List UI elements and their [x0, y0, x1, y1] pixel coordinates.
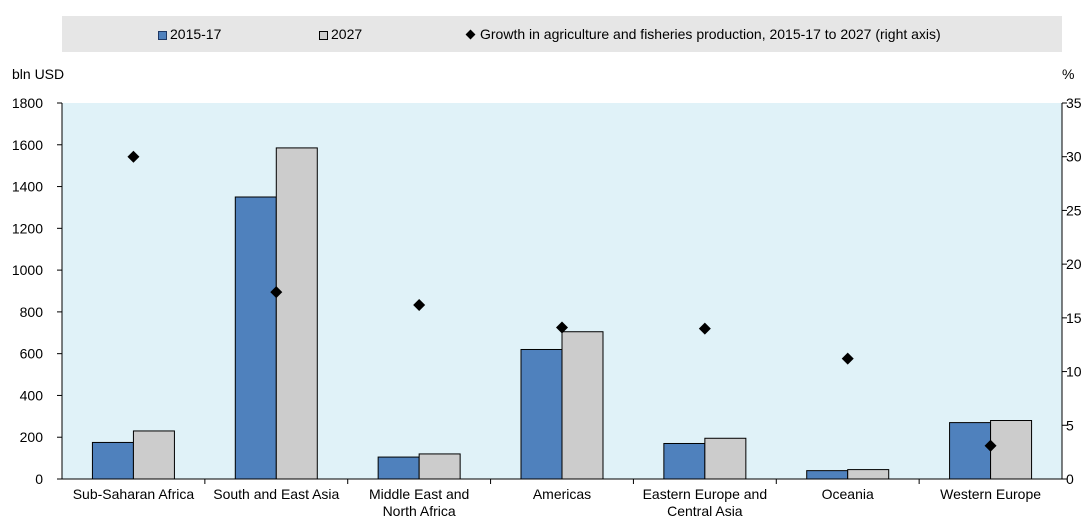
- bar-2027: [561, 331, 604, 480]
- x-axis-category-label-line: Sub-Saharan Africa: [73, 486, 195, 502]
- x-axis-category-label: Americas: [533, 486, 591, 502]
- bar-2015-17: [520, 348, 563, 480]
- legend-item-2027: 2027: [319, 16, 362, 52]
- left-axis-tick-label: 1600: [12, 137, 43, 153]
- bar-2015-17: [663, 442, 706, 480]
- x-axis-category-label: Middle East and North Africa: [369, 486, 469, 518]
- growth-point: [270, 286, 283, 299]
- legend-item-growth: Growth in agriculture and fisheries prod…: [465, 16, 941, 52]
- legend-item-2015-17: 2015-17: [158, 16, 221, 52]
- bar-2015-17: [949, 422, 992, 480]
- right-axis-tick-label: 30: [1066, 149, 1082, 165]
- bar-2027: [132, 430, 175, 480]
- right-axis-tick-label: 25: [1066, 202, 1082, 218]
- left-axis-tick-label: 1200: [12, 220, 43, 236]
- growth-point: [127, 150, 140, 163]
- bar-2015-17: [377, 456, 420, 480]
- bar-2027: [418, 453, 461, 480]
- right-axis-tick-label: 5: [1066, 417, 1074, 433]
- growth-point: [841, 352, 854, 365]
- right-axis-tick-label: 15: [1066, 310, 1082, 326]
- right-axis-tick-label: 35: [1066, 95, 1082, 111]
- x-axis-category-label-line: North Africa: [383, 503, 456, 518]
- x-axis-category-label: Eastern Europe and Central Asia: [643, 486, 768, 518]
- x-axis-category-label-line: Middle East and: [369, 486, 469, 502]
- left-axis-tick-label: 1000: [12, 262, 43, 278]
- right-axis-unit: %: [1062, 66, 1075, 82]
- bar-2015-17: [806, 470, 849, 480]
- right-axis-tick-label: 10: [1066, 364, 1082, 380]
- left-axis-tick-label: 600: [20, 346, 44, 362]
- x-axis-category-label-line: Americas: [533, 486, 591, 502]
- growth-point: [556, 321, 568, 334]
- x-axis-category-label: Western Europe: [940, 486, 1041, 502]
- bar-2027: [847, 469, 890, 480]
- legend-label: 2015-17: [170, 26, 222, 42]
- bar-2015-17: [91, 441, 134, 480]
- legend-label: Growth in agriculture and fisheries prod…: [480, 26, 941, 42]
- growth-point: [413, 298, 426, 311]
- legend-label: 2027: [331, 26, 363, 42]
- x-axis-category-label-line: Central Asia: [667, 503, 743, 518]
- growth-point: [698, 322, 711, 335]
- bar-2015-17: [234, 196, 277, 480]
- right-axis-tick-label: 0: [1066, 471, 1074, 487]
- left-axis-tick-label: 800: [20, 304, 44, 320]
- x-axis-category-label-line: Oceania: [822, 486, 874, 502]
- left-axis-unit: bln USD: [12, 66, 65, 82]
- x-axis-category-label: Oceania: [822, 486, 874, 502]
- left-axis-tick-label: 1400: [12, 179, 43, 195]
- x-axis-category-label-line: Western Europe: [940, 486, 1041, 502]
- legend-swatch-blue: [158, 31, 167, 40]
- right-axis-tick-label: 20: [1066, 256, 1082, 272]
- left-axis-tick-label: 400: [20, 387, 44, 403]
- x-axis-category-label-line: South and East Asia: [213, 486, 339, 502]
- x-axis-category-label: Sub-Saharan Africa: [73, 486, 195, 502]
- x-axis-category-label-line: Eastern Europe and: [643, 486, 768, 502]
- left-axis-tick-label: 200: [20, 429, 44, 445]
- growth-point: [984, 439, 997, 452]
- left-axis-tick-label: 1800: [12, 95, 43, 111]
- left-axis-tick-label: 0: [35, 471, 43, 487]
- x-axis-category-label: South and East Asia: [213, 486, 339, 502]
- bar-2027: [990, 420, 1033, 480]
- bar-2027: [275, 147, 318, 480]
- bar-2027: [704, 437, 747, 480]
- legend-swatch-grey: [319, 31, 328, 40]
- legend: 2015-17 2027 Growth in agriculture and f…: [62, 16, 1062, 52]
